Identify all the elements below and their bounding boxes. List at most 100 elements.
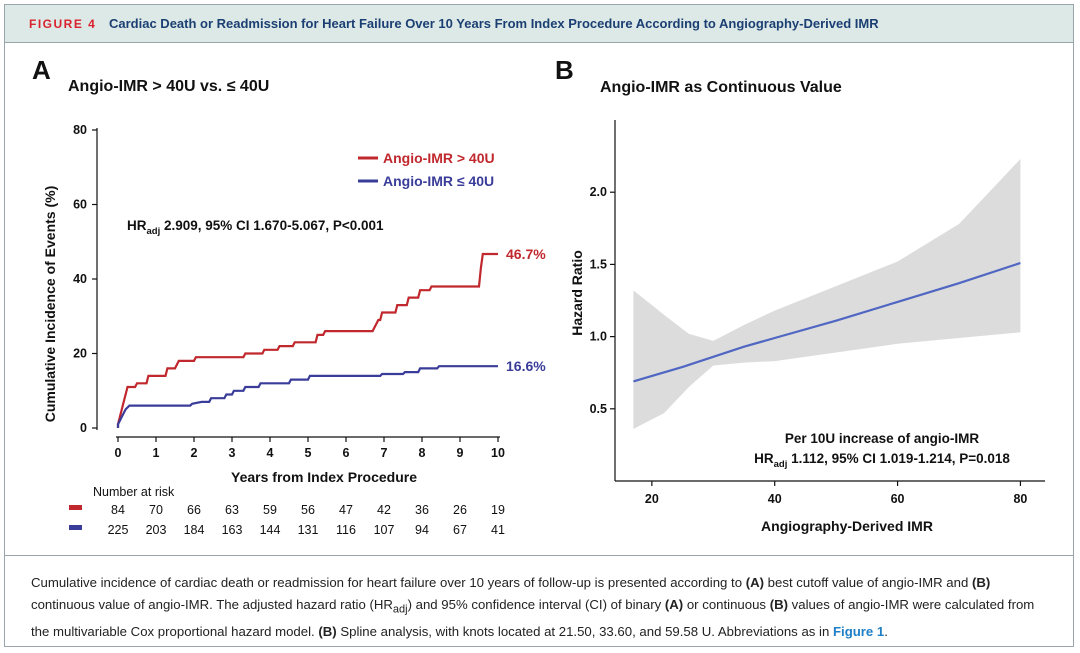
panel-b-y-tick-label: 0.5: [590, 402, 607, 416]
caption-t11: values of angio-IMR were calculated from…: [31, 597, 1035, 639]
risk-count: 70: [149, 503, 163, 517]
risk-count: 203: [146, 523, 167, 537]
panel-b-annotation-line1: Per 10U increase of angio-IMR: [785, 431, 980, 446]
caption-t6: adj: [392, 603, 408, 616]
ci-band: [633, 159, 1021, 429]
panel-a-y-tick-label: 20: [73, 347, 87, 361]
panel-a-lines: 46.7% 16.6%: [116, 246, 546, 428]
caption-t9: or continuous: [683, 597, 770, 612]
panel-a-x-tick-label: 7: [381, 446, 388, 460]
panel-b-x-tick-label: 80: [1013, 492, 1027, 506]
panel-a-y-tick-label: 0: [80, 421, 87, 435]
panel-a-x-tick-label: 9: [457, 446, 464, 460]
hr-b-rest: 1.112, 95% CI 1.019-1.214, P=0.018: [787, 451, 1010, 466]
caption-t15: .: [884, 623, 888, 639]
panel-a-risk-table: 84 70 66 63 59 56 47 42 36 26 19 225 203 184 163 144 131…: [69, 503, 505, 537]
risk-count: 56: [301, 503, 315, 517]
risk-count: 63: [225, 503, 239, 517]
risk-count: 67: [453, 523, 467, 537]
panel-a-x-tick-label: 6: [343, 446, 350, 460]
risk-count: 184: [184, 523, 205, 537]
risk-count: 66: [187, 503, 201, 517]
hr-sub: adj: [147, 226, 161, 237]
risk-swatch-red: [69, 505, 82, 510]
panel-b-x-tick-label: 40: [768, 492, 782, 506]
hr-rest: 2.909, 95% CI 1.670-5.067, P<0.001: [160, 218, 384, 233]
caption-t3: best cutoff value of angio-IMR and: [764, 575, 972, 590]
panel-a-hr-text: HRadj 2.909, 95% CI 1.670-5.067, P<0.001: [127, 218, 384, 237]
panel-a-title: Angio-IMR > 40U vs. ≤ 40U: [68, 78, 269, 95]
panel-a-x-tick-label: 4: [267, 446, 274, 460]
figure-frame: FIGURE 4 Cardiac Death or Readmission fo…: [4, 4, 1074, 647]
panel-a-axes: 0 20 40 60 80 0 1 2 3 4 5 6 7 8 9 10: [73, 123, 505, 460]
risk-count: 144: [260, 523, 281, 537]
panel-a-x-tick-label: 0: [115, 446, 122, 460]
caption-t1: Cumulative incidence of cardiac death or…: [31, 575, 746, 590]
series-line-blue: [116, 365, 498, 428]
risk-count: 41: [491, 523, 505, 537]
risk-count: 131: [298, 523, 319, 537]
panel-b-x-tick-label: 20: [645, 492, 659, 506]
caption-t7: ) and 95% confidence interval (CI) of bi…: [407, 597, 665, 612]
risk-count: 19: [491, 503, 505, 517]
panel-a-y-tick-label: 60: [73, 198, 87, 212]
risk-swatch-blue: [69, 525, 82, 530]
panel-b-y-tick-label: 2.0: [590, 185, 607, 199]
caption-t8: (A): [664, 597, 684, 612]
panel-a-y-tick-label: 40: [73, 272, 87, 286]
legend-label-red: Angio-IMR > 40U: [383, 150, 495, 166]
risk-count: 42: [377, 503, 391, 517]
end-label-blue: 16.6%: [506, 358, 546, 374]
panel-b-xlabel: Angiography-Derived IMR: [761, 518, 933, 534]
panel-a-y-tick-label: 80: [73, 123, 87, 137]
risk-count: 116: [336, 523, 356, 537]
risk-table-title: Number at risk: [93, 485, 175, 499]
figure-label: FIGURE 4: [29, 17, 97, 31]
panel-a-x-tick-label: 5: [305, 446, 312, 460]
caption-t2: (A): [745, 575, 765, 590]
panel-a-x-tick-label: 2: [191, 446, 198, 460]
panel-a-letter: A: [32, 55, 51, 85]
hr-b-sub: adj: [774, 459, 788, 470]
charts-svg: A Angio-IMR > 40U vs. ≤ 40U Cumulative I…: [32, 55, 1045, 537]
risk-count: 225: [108, 523, 129, 537]
risk-count: 94: [415, 523, 429, 537]
risk-count: 26: [453, 503, 467, 517]
panel-a-x-tick-label: 10: [491, 446, 505, 460]
risk-count: 163: [222, 523, 243, 537]
panel-a-ylabel: Cumulative Incidence of Events (%): [42, 186, 58, 423]
panel-a-x-tick-label: 1: [153, 446, 160, 460]
legend-label-blue: Angio-IMR ≤ 40U: [383, 173, 494, 189]
panel-b-x-tick-label: 60: [891, 492, 905, 506]
risk-count: 84: [111, 503, 125, 517]
panel-b-ylabel: Hazard Ratio: [569, 250, 585, 336]
panel-b-annotation-line2: HRadj 1.112, 95% CI 1.019-1.214, P=0.018: [754, 451, 1010, 470]
panel-a-x-tick-label: 8: [419, 446, 426, 460]
risk-count: 59: [263, 503, 277, 517]
panel-a-x-tick-label: 3: [229, 446, 236, 460]
risk-count: 47: [339, 503, 353, 517]
panel-b-title: Angio-IMR as Continuous Value: [600, 79, 842, 96]
panel-b-letter: B: [555, 55, 574, 85]
panel-a-xlabel: Years from Index Procedure: [231, 469, 417, 485]
panel-b-axes: 0.5 1.0 1.5 2.0 20 40 60 80: [590, 120, 1045, 506]
hr-label: HR: [127, 218, 147, 233]
caption-t5: continuous value of angio-IMR. The adjus…: [31, 597, 393, 612]
charts-area: A Angio-IMR > 40U vs. ≤ 40U Cumulative I…: [5, 43, 1073, 555]
caption-t4: (B): [971, 575, 991, 590]
hazard-ratio-line: [633, 261, 1021, 383]
caption-t10: (B): [769, 597, 789, 612]
risk-count: 36: [415, 503, 429, 517]
caption-t13: Spline analysis, with knots located at 2…: [336, 623, 833, 639]
panel-b-y-tick-label: 1.0: [590, 330, 607, 344]
figure-header: FIGURE 4 Cardiac Death or Readmission fo…: [5, 5, 1073, 43]
panel-b-y-tick-label: 1.5: [590, 257, 607, 271]
series-line-red: [116, 252, 498, 428]
hr-b-label: HR: [754, 451, 774, 466]
caption-t12: (B): [318, 623, 337, 639]
panel-b-plot: [633, 159, 1021, 429]
figure-title: Cardiac Death or Readmission for Heart F…: [109, 16, 879, 31]
risk-count: 107: [374, 523, 395, 537]
figure-1-link[interactable]: Figure 1: [832, 623, 885, 639]
end-label-red: 46.7%: [506, 246, 546, 262]
